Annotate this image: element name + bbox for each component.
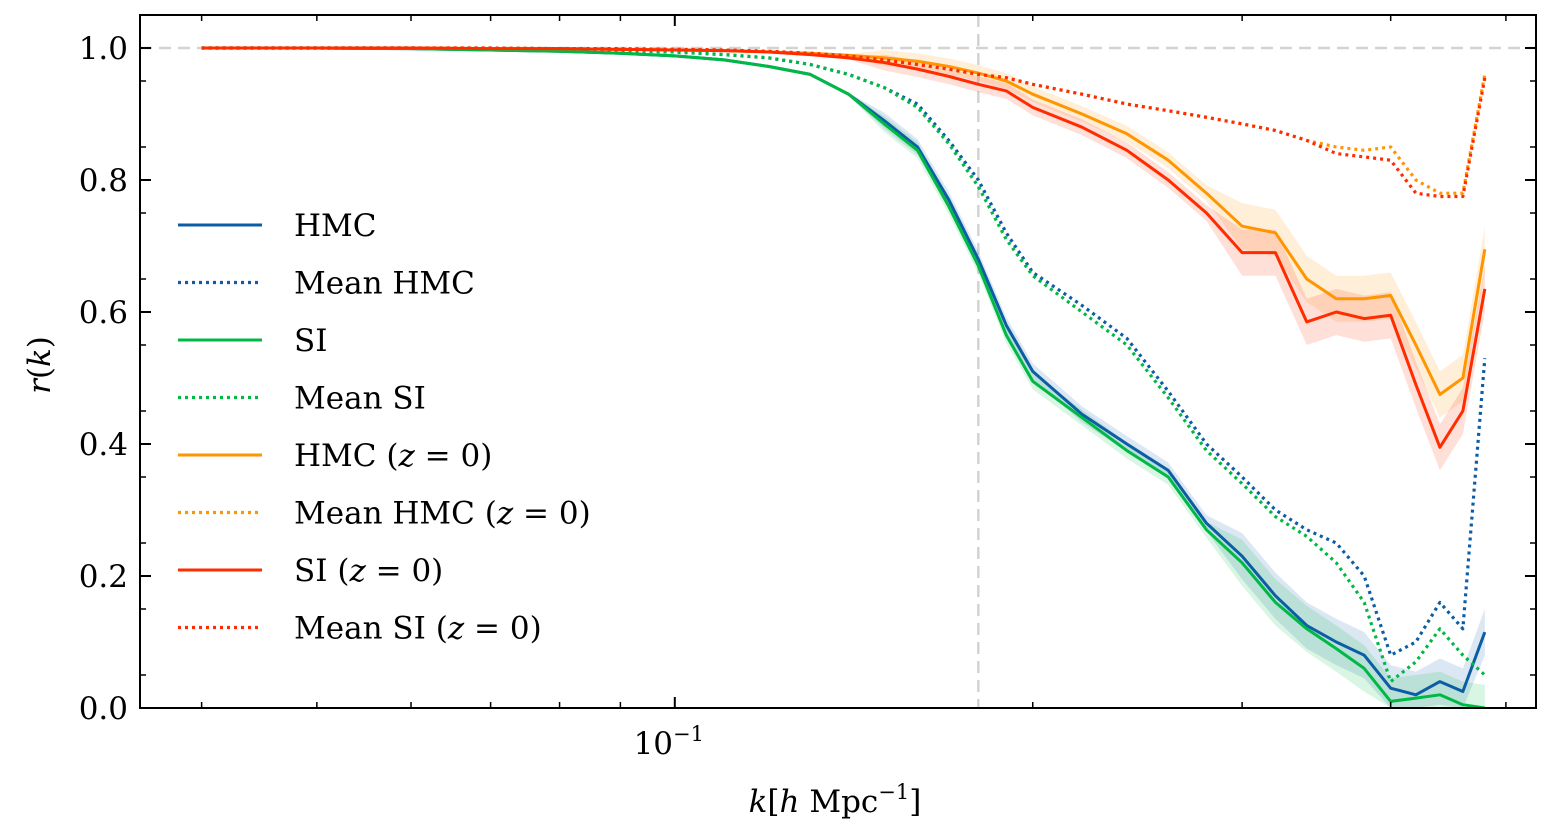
legend-item-si: SI xyxy=(178,323,327,359)
legend-label-mean-hmc: Mean HMC xyxy=(294,266,475,302)
legend-label-hmc-z-0: HMC (z = 0) xyxy=(294,438,492,474)
legend-item-mean-si: Mean SI xyxy=(178,381,426,417)
y-tick-label: 0.8 xyxy=(79,163,128,199)
band-si xyxy=(202,48,1485,708)
y-tick-label: 1.0 xyxy=(79,31,128,67)
y-axis-label-close: ) xyxy=(22,336,58,348)
y-tick-label: 0.2 xyxy=(79,559,128,595)
legend-label-si-z-0: SI (z = 0) xyxy=(294,553,443,589)
x-axis-label-exp: −1 xyxy=(878,780,909,804)
legend-label-mean-si-z-0: Mean SI (z = 0) xyxy=(294,611,542,647)
legend-label-mean-hmc-z-0: Mean HMC (z = 0) xyxy=(294,496,591,532)
legend-label-hmc: HMC xyxy=(294,208,377,244)
legend-item-hmc: HMC xyxy=(178,208,377,244)
legend-label-mean-si: Mean SI xyxy=(294,381,426,417)
x-tick-label: 10−1 xyxy=(634,722,704,762)
legend: HMC Mean HMC SI Mean SI HMC (z = 0) Mean HMC … xyxy=(178,208,591,647)
legend-item-mean-hmc-z-0: Mean HMC (z = 0) xyxy=(178,496,591,532)
correlation-chart: 0.00.20.40.60.81.010−1 k[h Mpc−1] r(k) H… xyxy=(0,0,1550,838)
x-axis-label-k: k xyxy=(749,784,768,820)
y-axis-label-open: ( xyxy=(22,367,58,379)
legend-item-mean-hmc: Mean HMC xyxy=(178,266,475,302)
uncertainty-bands xyxy=(202,48,1485,708)
legend-item-mean-si-z-0: Mean SI (z = 0) xyxy=(178,611,542,647)
legend-item-hmc-z-0: HMC (z = 0) xyxy=(178,438,492,474)
x-axis-label-h: h xyxy=(780,784,800,820)
y-axis-label-k: k xyxy=(22,348,58,367)
series-line-mean-hmc-z-0 xyxy=(202,48,1485,193)
y-tick-label: 0.6 xyxy=(79,295,128,331)
x-axis-label: k[h Mpc−1] xyxy=(749,780,922,820)
x-axis-label-open: [ xyxy=(767,784,779,820)
reference-lines xyxy=(140,15,1536,708)
series-line-mean-si-z-0 xyxy=(202,48,1485,197)
series-line-hmc-z-0 xyxy=(202,48,1485,395)
svg-text:r(k): r(k) xyxy=(22,336,58,394)
legend-label-si: SI xyxy=(294,323,327,359)
x-axis-label-close: ] xyxy=(909,784,921,820)
band-hmc-z-0 xyxy=(202,48,1485,418)
axis-ticks xyxy=(140,15,1536,708)
svg-text:k[h Mpc−1]: k[h Mpc−1] xyxy=(749,780,922,820)
y-tick-label: 0.4 xyxy=(79,427,128,463)
legend-item-si-z-0: SI (z = 0) xyxy=(178,553,443,589)
y-tick-label: 0.0 xyxy=(79,691,128,727)
y-axis-label: r(k) xyxy=(22,336,58,394)
x-axis-label-unit: Mpc xyxy=(799,784,878,820)
plot-frame xyxy=(140,15,1536,708)
